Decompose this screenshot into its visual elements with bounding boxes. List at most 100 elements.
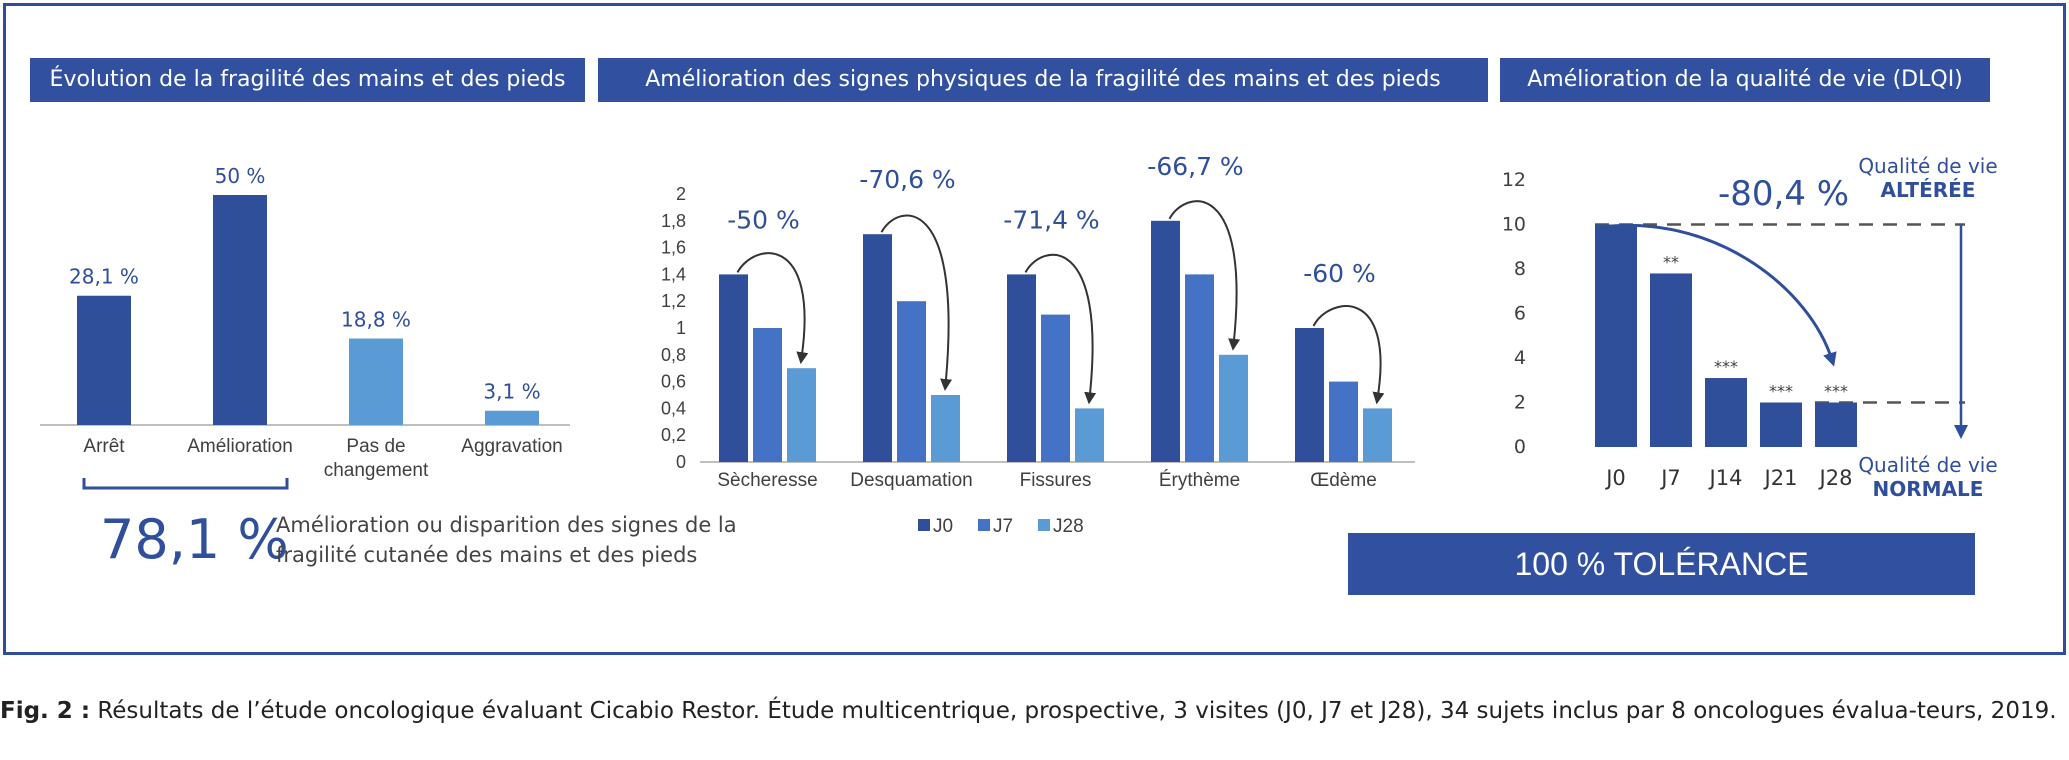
panel-title-evolution: Évolution de la fragilité des mains et d… [30, 58, 585, 102]
chart2-ytick-label: 2 [676, 184, 686, 204]
panel-title-qualite-de-vie: Amélioration de la qualité de vie (DLQI) [1500, 58, 1990, 102]
chart1-bar [213, 195, 267, 425]
chart2-legend-label: J28 [1053, 516, 1084, 537]
chart2-bar-j7 [1185, 274, 1214, 462]
summary-value: 78,1 % [100, 508, 289, 571]
chart3-significance-label: *** [1714, 357, 1738, 376]
chart2-category-label: Œdème [1310, 470, 1377, 491]
chart1-data-label: 50 % [215, 164, 266, 188]
chart2-bar-j28 [1363, 408, 1392, 462]
chart2-bar-j28 [1075, 408, 1104, 462]
tolerance-banner: 100 % TOLÉRANCE [1348, 533, 1975, 595]
chart2-ytick-label: 1,6 [661, 238, 686, 258]
chart1-category-label: Amélioration [187, 436, 293, 457]
chart2-legend-swatch [1038, 519, 1050, 531]
chart1-category-label: changement [324, 460, 429, 481]
chart3-bottom-label-line2: NORMALE [1873, 477, 1984, 501]
chart3-category-label: J14 [1708, 466, 1743, 490]
chart2-ytick-label: 0,8 [661, 345, 686, 365]
chart2-reduction-label: -71,4 % [1003, 205, 1099, 234]
chart2-reduction-label: -70,6 % [859, 165, 955, 194]
chart2-bar-j0 [863, 234, 892, 462]
chart2-category-label: Sècheresse [717, 470, 817, 491]
chart2-category-label: Érythème [1159, 470, 1240, 491]
chart2-bar-j7 [1041, 314, 1070, 462]
chart2-bar-j0 [1007, 274, 1036, 462]
chart3-bar [1650, 273, 1692, 447]
chart2-reduction-label: -66,7 % [1147, 152, 1243, 181]
chart2-bar-j0 [1295, 328, 1324, 462]
chart3-ytick-label: 0 [1514, 436, 1526, 458]
chart2-category-label: Desquamation [850, 470, 973, 491]
chart3-significance-label: *** [1769, 382, 1793, 401]
chart-dlqi: 0 2 4 6 8 10 12 J0 ** J7 *** J14 *** J21 *** J28 -80,4 %… [1502, 154, 1998, 501]
chart3-category-label: J7 [1659, 466, 1681, 490]
caption-prefix: Fig. 2 : [0, 698, 91, 724]
chart2-reduction-arrow [1168, 200, 1241, 351]
chart3-category-label: J0 [1604, 466, 1626, 490]
chart2-ytick-label: 0 [676, 452, 686, 472]
chart3-ytick-label: 10 [1502, 214, 1526, 236]
chart2-category-label: Fissures [1020, 470, 1092, 491]
chart3-category-label: J28 [1818, 466, 1853, 490]
figure-caption: Fig. 2 : Résultats de l’étude oncologiqu… [0, 695, 2065, 727]
chart1-bar [349, 338, 403, 425]
chart-signes-physiques: 0 0,2 0,4 0,6 0,8 1 1,2 1,4 1,6 1,8 2 Sècheresse -50… [661, 152, 1415, 537]
chart2-ytick-label: 1,8 [661, 211, 686, 231]
chart2-reduction-arrow [880, 214, 953, 391]
chart3-ytick-label: 12 [1502, 169, 1526, 191]
chart2-ytick-label: 0,6 [661, 372, 686, 392]
chart1-data-label: 18,8 % [341, 308, 411, 332]
chart2-ytick-label: 1,4 [661, 264, 686, 284]
chart2-ytick-label: 1 [676, 318, 686, 338]
chart2-bar-j28 [787, 368, 816, 462]
chart2-reduction-label: -60 % [1303, 259, 1376, 288]
panel-title-signes-physiques: Amélioration des signes physiques de la … [598, 58, 1488, 102]
chart1-data-label: 28,1 % [69, 265, 139, 289]
chart2-bar-j28 [931, 395, 960, 462]
chart3-ytick-label: 2 [1514, 392, 1526, 414]
chart3-significance-label: *** [1824, 382, 1848, 401]
chart1-bar [77, 295, 131, 425]
chart3-significance-label: ** [1663, 252, 1679, 271]
chart1-category-label: Arrêt [83, 436, 125, 457]
chart2-legend-label: J0 [933, 516, 953, 537]
chart2-reduction-arrow [1312, 305, 1385, 405]
chart2-bar-j7 [753, 328, 782, 462]
chart2-reduction-arrow [1024, 253, 1097, 405]
chart3-top-label-line1: Qualité de vie [1858, 154, 1997, 178]
chart2-bar-j28 [1219, 354, 1248, 462]
chart3-reduction-arrow [1611, 223, 1837, 367]
chart3-category-label: J21 [1763, 466, 1798, 490]
chart3-ytick-label: 8 [1514, 258, 1526, 280]
chart2-ytick-label: 1,2 [661, 291, 686, 311]
chart1-bar [485, 410, 539, 425]
chart2-reduction-label: -50 % [727, 205, 800, 234]
chart2-bar-j0 [719, 274, 748, 462]
summary-description: Amélioration ou disparition des signes d… [276, 513, 737, 567]
chart1-data-label: 3,1 % [483, 380, 540, 404]
chart2-legend-label: J7 [993, 516, 1013, 537]
chart3-bottom-label-line1: Qualité de vie [1858, 453, 1997, 477]
chart3-bar [1705, 378, 1747, 447]
chart2-bar-j7 [897, 301, 926, 462]
chart3-ytick-label: 4 [1514, 347, 1526, 369]
chart2-ytick-label: 0,4 [661, 398, 686, 418]
chart3-bar [1815, 402, 1857, 447]
caption-text: Résultats de l’étude oncologique évaluan… [90, 698, 2057, 724]
chart2-reduction-arrow [736, 252, 809, 365]
chart3-bar [1595, 224, 1637, 447]
chart3-bar [1760, 402, 1802, 447]
chart2-legend-swatch [918, 519, 930, 531]
chart-evolution: 28,1 % Arrêt 50 % Amélioration 18,8 % Pas de c… [40, 164, 570, 490]
chart3-top-label-line2: ALTÉRÉE [1881, 178, 1976, 202]
chart2-bar-j7 [1329, 381, 1358, 462]
chart1-bracket [82, 478, 289, 490]
chart2-legend-swatch [978, 519, 990, 531]
chart2-ytick-label: 0,2 [661, 425, 686, 445]
chart1-category-label: Aggravation [461, 436, 562, 457]
chart1-category-label: Pas de [346, 436, 405, 457]
chart3-reduction-label: -80,4 % [1718, 174, 1849, 214]
chart3-ytick-label: 6 [1514, 303, 1526, 325]
